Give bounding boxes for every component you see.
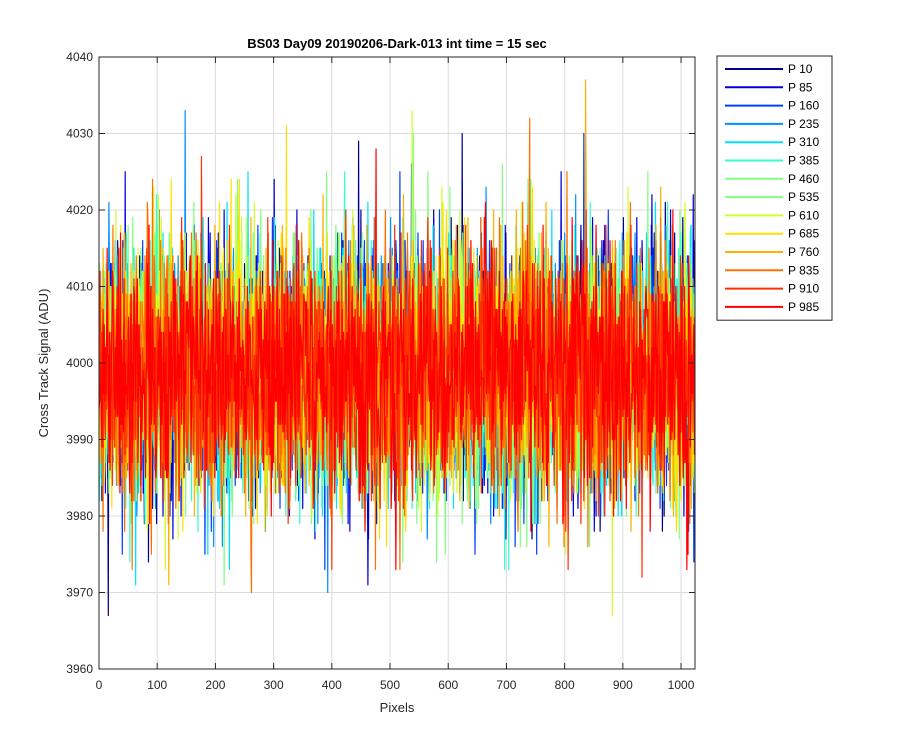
- x-tick-label: 500: [380, 678, 400, 692]
- y-tick-label: 4010: [66, 280, 93, 294]
- y-tick-label: 4020: [66, 203, 93, 217]
- x-tick-label: 100: [147, 678, 167, 692]
- plot-area: 0 100 200 300 400 500 600 700 800 900 1000 3960 3970…: [66, 50, 696, 692]
- legend-label: P 160: [788, 99, 819, 113]
- y-tick-label: 3960: [66, 662, 93, 676]
- legend-label: P 310: [788, 135, 819, 149]
- chart-title: BS03 Day09 20190206-Dark-013 int time = …: [247, 36, 547, 51]
- x-tick-label: 600: [438, 678, 458, 692]
- y-tick-label: 4030: [66, 127, 93, 141]
- y-axis-label: Cross Track Signal (ADU): [36, 289, 51, 438]
- legend-label: P 685: [788, 227, 819, 241]
- legend-label: P 460: [788, 172, 819, 186]
- legend-label: P 10: [788, 62, 813, 76]
- legend-label: P 985: [788, 300, 819, 314]
- x-tick-label: 900: [613, 678, 633, 692]
- legend-label: P 910: [788, 282, 819, 296]
- series-line-p-985: [99, 148, 695, 571]
- legend-label: P 835: [788, 263, 819, 277]
- legend-label: P 385: [788, 154, 819, 168]
- legend-label: P 610: [788, 208, 819, 222]
- legend: P 10 P 85 P 160 P 235 P 310 P 385 P 460 P 535 P …: [716, 55, 833, 321]
- x-tick-label: 200: [205, 678, 225, 692]
- x-tick-label: 800: [555, 678, 575, 692]
- legend-label: P 535: [788, 190, 819, 204]
- y-tick-label: 3990: [66, 433, 93, 447]
- x-tick-label: 0: [96, 678, 103, 692]
- x-tick-label: 300: [264, 678, 284, 692]
- y-tick-label: 3970: [66, 586, 93, 600]
- y-tick-label: 4000: [66, 356, 93, 370]
- legend-label: P 760: [788, 245, 819, 259]
- x-tick-label: 400: [322, 678, 342, 692]
- series-lines: [99, 79, 695, 617]
- x-axis-label: Pixels: [380, 700, 415, 715]
- x-tick-label: 700: [496, 678, 516, 692]
- y-tick-label: 4040: [66, 50, 93, 64]
- y-tick-label: 3980: [66, 509, 93, 523]
- legend-label: P 85: [788, 80, 813, 94]
- legend-label: P 235: [788, 117, 819, 131]
- x-tick-label: 1000: [668, 678, 695, 692]
- legend-box: [716, 55, 833, 321]
